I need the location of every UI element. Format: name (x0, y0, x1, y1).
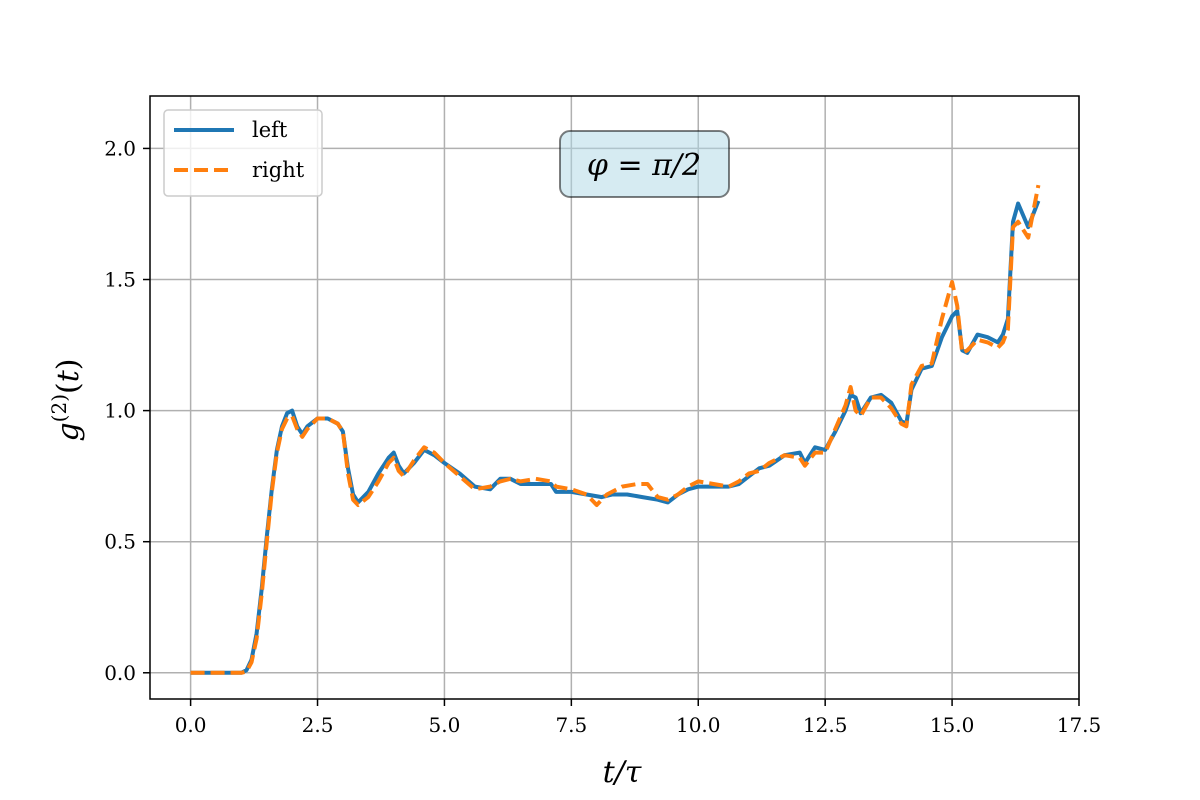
series-layer (190, 184, 1041, 675)
phase-annotation: φ = π/2 (559, 130, 730, 198)
y-axis-label: g(2)(t) (47, 358, 86, 441)
ticks: 0.0 2.5 5.0 7.5 10.0 12.5 15.0 17.5 0.0 0.5 1.0 1.5… (104, 136, 1101, 737)
y-tick-label: 0.0 (104, 661, 136, 685)
legend: left right (163, 109, 323, 197)
annotation-text: φ = π/2 (587, 148, 701, 183)
x-axis-label: t/τ (603, 755, 642, 790)
x-tick-label: 7.5 (555, 713, 587, 737)
x-tick-label: 10.0 (676, 713, 721, 737)
x-tick-label: 0.0 (175, 713, 207, 737)
series-line-right (190, 184, 1041, 675)
y-tick-label: 0.5 (104, 530, 136, 554)
plot-frame (149, 95, 1080, 700)
x-tick-label: 12.5 (803, 713, 848, 737)
x-tick-label: 17.5 (1057, 713, 1102, 737)
y-tick-label: 1.5 (104, 268, 136, 292)
legend-label-left: left (252, 118, 288, 142)
x-tick-label: 2.5 (302, 713, 334, 737)
legend-frame (163, 109, 323, 197)
y-tick-label: 2.0 (104, 136, 136, 160)
legend-label-right: right (252, 158, 305, 182)
y-tick-label: 1.0 (104, 399, 136, 423)
x-tick-label: 5.0 (429, 713, 461, 737)
x-tick-label: 15.0 (930, 713, 975, 737)
annotation-box (559, 130, 730, 198)
